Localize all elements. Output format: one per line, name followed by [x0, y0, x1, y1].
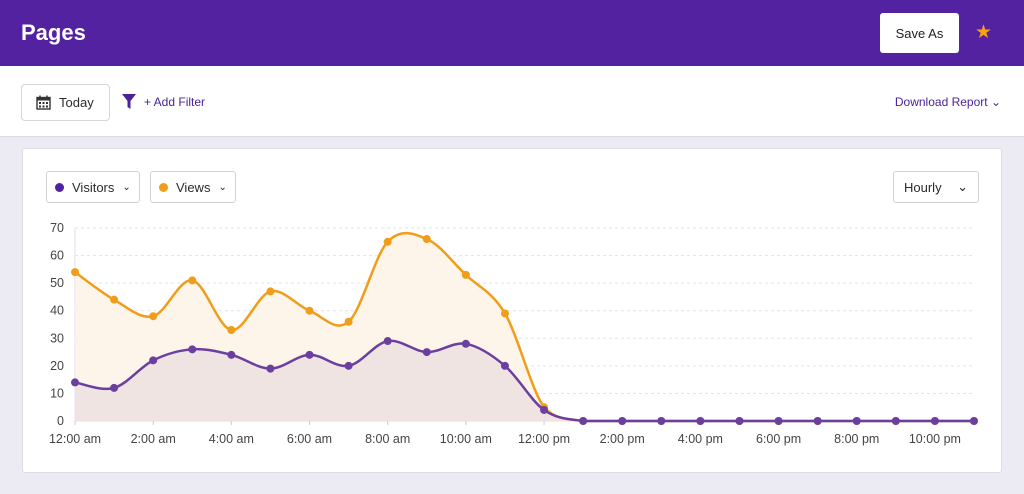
add-filter-button[interactable]: + Add Filter	[122, 94, 205, 110]
filter-icon	[122, 94, 136, 109]
calendar-icon	[36, 95, 51, 110]
date-range-button[interactable]: Today	[21, 84, 110, 121]
star-icon[interactable]: ★	[975, 22, 993, 43]
chevron-down-icon: ⌄	[218, 181, 227, 193]
views-metric-select[interactable]: Views ⌄	[150, 171, 236, 203]
chevron-down-icon: ⌄	[990, 95, 1001, 109]
page-title: Pages	[21, 20, 86, 45]
views-dot-icon	[159, 182, 168, 192]
interval-label: Hourly	[904, 179, 942, 195]
download-report-label: Download Report	[894, 95, 988, 109]
visitors-dot-icon	[55, 182, 64, 192]
visitors-label: Visitors	[72, 179, 115, 195]
visitors-metric-select[interactable]: Visitors ⌄	[46, 171, 140, 203]
chevron-down-icon: ⌄	[957, 179, 968, 194]
chart-card: Visitors ⌄ Views ⌄ Hourly ⌄	[22, 148, 1002, 473]
views-label: Views	[176, 179, 211, 195]
date-range-label: Today	[59, 95, 94, 110]
header-bar: Pages Save As ★	[0, 0, 1024, 66]
interval-select[interactable]: Hourly ⌄	[893, 171, 979, 203]
download-report-button[interactable]: Download Report ⌄	[895, 95, 1001, 109]
toolbar: Today + Add Filter Download Report ⌄	[0, 66, 1024, 137]
save-as-button[interactable]: Save As	[880, 13, 959, 53]
add-filter-label: + Add Filter	[144, 95, 206, 109]
chevron-down-icon: ⌄	[122, 181, 131, 193]
